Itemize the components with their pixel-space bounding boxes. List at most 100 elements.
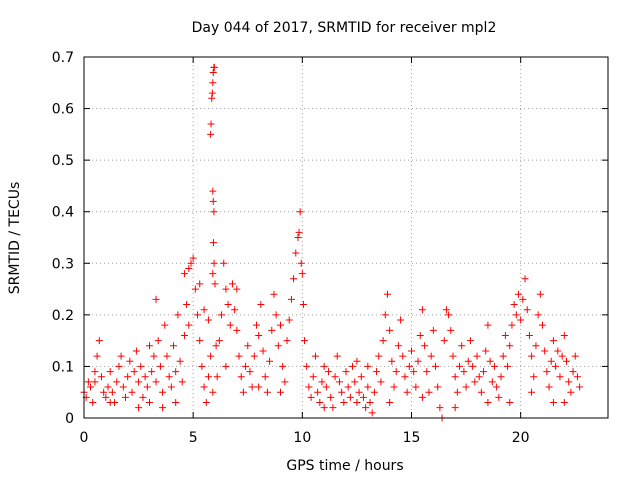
data-point <box>460 368 468 376</box>
data-point <box>148 368 156 376</box>
data-point <box>277 388 284 396</box>
data-point <box>233 326 241 334</box>
data-point <box>327 393 335 401</box>
data-point <box>108 388 116 396</box>
data-point <box>493 383 501 391</box>
data-point <box>294 234 302 241</box>
x-tick-label: 20 <box>512 430 530 446</box>
chart-title: Day 044 of 2017, SRMTID for receiver mpl… <box>192 20 497 36</box>
data-point <box>139 393 147 401</box>
data-point <box>141 373 149 381</box>
data-point <box>299 301 307 309</box>
data-point <box>210 208 218 216</box>
data-point <box>212 342 220 350</box>
data-point <box>560 331 568 339</box>
data-point <box>432 362 440 370</box>
data-point <box>563 357 571 365</box>
data-point <box>213 373 221 381</box>
data-point <box>309 373 317 381</box>
data-point <box>340 399 348 407</box>
data-point <box>576 383 584 391</box>
data-point <box>405 362 413 370</box>
data-point <box>91 368 99 376</box>
data-point <box>261 373 269 381</box>
data-point <box>554 347 562 355</box>
data-point <box>255 383 263 391</box>
data-point <box>198 362 206 370</box>
data-point <box>416 331 424 339</box>
data-point <box>386 326 394 334</box>
data-point <box>525 331 533 339</box>
x-tick-label: 15 <box>403 430 421 446</box>
data-point <box>239 388 247 396</box>
data-point <box>274 342 282 350</box>
data-point <box>207 120 215 128</box>
data-point <box>368 409 376 417</box>
data-point <box>130 368 138 376</box>
data-point <box>187 259 195 267</box>
y-tick-label: 0.3 <box>52 256 74 272</box>
data-point <box>208 89 216 97</box>
data-point <box>292 249 300 257</box>
data-point <box>508 321 516 329</box>
data-point <box>383 290 391 298</box>
data-point <box>287 295 295 303</box>
data-point <box>475 373 483 381</box>
data-point <box>124 373 132 381</box>
data-point <box>560 399 568 407</box>
data-point <box>222 285 230 293</box>
data-point <box>379 337 387 345</box>
data-point <box>146 399 153 407</box>
data-point <box>477 388 485 396</box>
data-point <box>403 388 411 396</box>
data-point <box>250 352 258 360</box>
data-point <box>165 373 173 381</box>
data-point <box>442 306 450 314</box>
data-point <box>501 331 509 339</box>
data-point <box>91 378 99 386</box>
data-point <box>207 130 215 138</box>
x-tick-label: 10 <box>293 430 311 446</box>
data-point <box>322 383 330 391</box>
data-point <box>394 342 402 350</box>
data-point <box>418 306 426 314</box>
data-point <box>209 79 217 87</box>
data-point <box>532 342 540 350</box>
data-point <box>208 94 216 102</box>
data-point <box>436 404 444 412</box>
data-point <box>497 373 505 381</box>
data-point <box>418 393 426 401</box>
data-point <box>231 306 239 314</box>
plot-frame <box>83 56 609 419</box>
data-point <box>167 383 175 391</box>
data-point <box>397 316 405 324</box>
data-point <box>233 285 241 293</box>
data-point <box>161 321 169 329</box>
data-point <box>210 259 218 267</box>
data-point <box>295 228 303 236</box>
data-point <box>523 306 531 314</box>
data-point <box>176 357 184 365</box>
data-point <box>514 290 522 298</box>
data-point <box>106 399 114 407</box>
data-point <box>121 393 129 401</box>
y-tick-label: 0.7 <box>52 50 74 66</box>
data-point <box>316 399 324 407</box>
data-point <box>390 383 398 391</box>
data-point <box>296 208 304 216</box>
data-point <box>202 399 210 407</box>
data-point <box>259 347 267 355</box>
data-point <box>359 393 367 401</box>
data-point <box>364 362 372 370</box>
data-point <box>196 280 204 288</box>
data-point <box>344 383 352 391</box>
data-point <box>178 378 186 386</box>
data-point <box>571 352 579 360</box>
data-point <box>469 362 477 370</box>
data-point <box>207 352 215 360</box>
data-point <box>499 352 507 360</box>
data-point <box>146 342 153 350</box>
data-point <box>381 311 389 319</box>
data-point <box>521 275 529 283</box>
data-point <box>244 342 252 350</box>
